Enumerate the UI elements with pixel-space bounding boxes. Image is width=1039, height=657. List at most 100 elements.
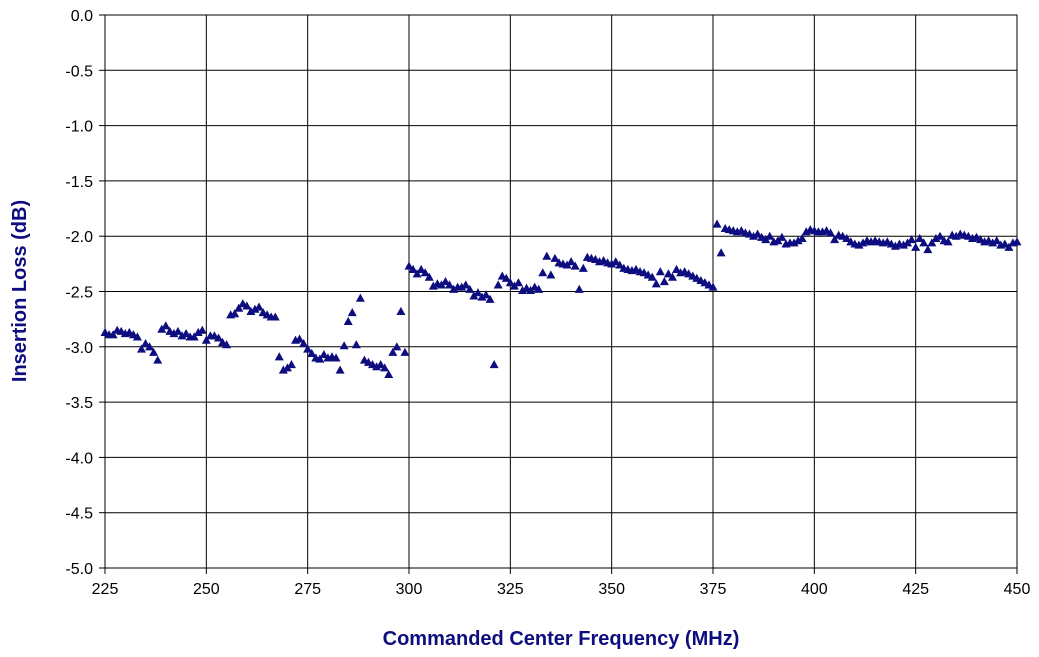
data-point-triangle: [566, 257, 576, 266]
data-point-triangle: [915, 233, 925, 243]
y-tick-label: -2.0: [65, 229, 93, 246]
data-points: [100, 219, 1022, 379]
data-point-triangle: [355, 293, 365, 302]
data-point-triangle: [493, 280, 503, 289]
data-point-triangle: [404, 261, 414, 270]
data-point-triangle: [485, 294, 495, 303]
data-point-triangle: [347, 308, 357, 317]
data-point-triangle: [412, 269, 422, 278]
data-point-triangle: [299, 338, 309, 348]
data-point-triangle: [651, 279, 661, 288]
data-point-triangle: [854, 240, 864, 249]
data-point-triangle: [935, 231, 945, 240]
data-point-triangle: [753, 229, 763, 238]
data-point-triangle: [712, 219, 722, 228]
data-point-triangle: [911, 242, 921, 251]
data-point-triangle: [1004, 242, 1014, 251]
data-point-triangle: [136, 344, 146, 353]
x-tick-label: 375: [700, 581, 727, 598]
data-point-triangle: [315, 354, 325, 363]
data-point-triangle: [274, 352, 284, 361]
x-tick-label: 350: [598, 581, 625, 598]
data-point-triangle: [578, 263, 588, 272]
y-tick-label: -5.0: [65, 561, 93, 578]
data-point-triangle: [319, 350, 329, 359]
data-point-triangle: [465, 284, 475, 293]
data-point-triangle: [517, 285, 527, 294]
data-point-triangle: [335, 365, 345, 374]
data-point-triangle: [927, 238, 937, 247]
data-point-triangle: [213, 333, 223, 342]
data-point-triangle: [542, 251, 552, 260]
data-point-triangle: [765, 231, 775, 240]
data-point-triangle: [473, 288, 483, 297]
data-point-triangle: [331, 353, 341, 362]
data-point-triangle: [286, 359, 296, 369]
data-point-triangle: [246, 306, 256, 316]
data-point-triangle: [177, 331, 187, 340]
data-point-triangle: [615, 260, 625, 269]
data-point-triangle: [145, 342, 155, 351]
data-point-triangle: [343, 316, 353, 325]
data-point-triangle: [420, 268, 430, 277]
data-point-triangle: [534, 284, 544, 293]
data-point-triangle: [161, 321, 171, 330]
data-point-triangle: [992, 236, 1002, 245]
data-point-triangle: [899, 240, 909, 249]
data-point-triangle: [408, 264, 418, 273]
data-point-triangle: [132, 332, 142, 341]
data-point-triangle: [372, 362, 382, 371]
data-point-triangle: [230, 309, 240, 318]
y-tick-label: 0.0: [71, 8, 93, 25]
data-point-triangle: [505, 278, 515, 287]
data-point-triangle: [611, 257, 621, 266]
data-point-triangle: [667, 272, 677, 281]
x-tick-label: 250: [193, 581, 220, 598]
data-point-triangle: [153, 355, 163, 364]
data-point-triangle: [842, 233, 852, 243]
data-point-triangle: [445, 280, 455, 289]
data-point-triangle: [254, 302, 264, 311]
data-point-triangle: [647, 272, 657, 281]
data-point-triangle: [489, 359, 499, 369]
data-point-triangle: [716, 248, 726, 257]
data-point-triangle: [181, 329, 191, 338]
data-point-triangle: [440, 277, 450, 286]
data-point-triangle: [250, 304, 260, 313]
data-point-triangle: [270, 312, 280, 321]
data-point-triangle: [388, 347, 398, 356]
data-point-triangle: [1012, 237, 1022, 246]
plot-area-frame: [104, 14, 1018, 569]
data-point-triangle: [513, 278, 523, 287]
data-point-triangle: [424, 272, 434, 281]
data-point-triangle: [830, 235, 840, 244]
data-point-triangle: [538, 268, 548, 277]
data-point-triangle: [149, 347, 159, 356]
data-point-triangle: [826, 228, 836, 237]
y-tick-label: -4.0: [65, 450, 93, 467]
data-point-triangle: [943, 237, 953, 246]
y-tick-label: -3.0: [65, 340, 93, 357]
data-point-triangle: [570, 261, 580, 270]
data-point-triangle: [1000, 239, 1010, 248]
x-tick-label: 300: [396, 581, 423, 598]
data-point-triangle: [376, 359, 386, 369]
data-point-triangle: [428, 281, 438, 290]
data-point-triangle: [789, 238, 799, 247]
data-point-triangle: [988, 238, 998, 247]
data-point-triangle: [201, 335, 211, 344]
data-point-triangle: [655, 267, 665, 276]
data-point-triangle: [777, 232, 787, 241]
data-point-triangle: [197, 325, 207, 334]
data-point-triangle: [400, 347, 410, 356]
y-tick-label: -0.5: [65, 63, 93, 80]
data-point-triangle: [550, 253, 560, 262]
data-point-triangle: [481, 290, 491, 299]
data-point-triangle: [380, 363, 390, 372]
x-tick-label: 425: [902, 581, 929, 598]
data-point-triangle: [659, 277, 669, 286]
data-point-triangle: [189, 332, 199, 341]
y-tick-label: -2.5: [65, 285, 93, 302]
